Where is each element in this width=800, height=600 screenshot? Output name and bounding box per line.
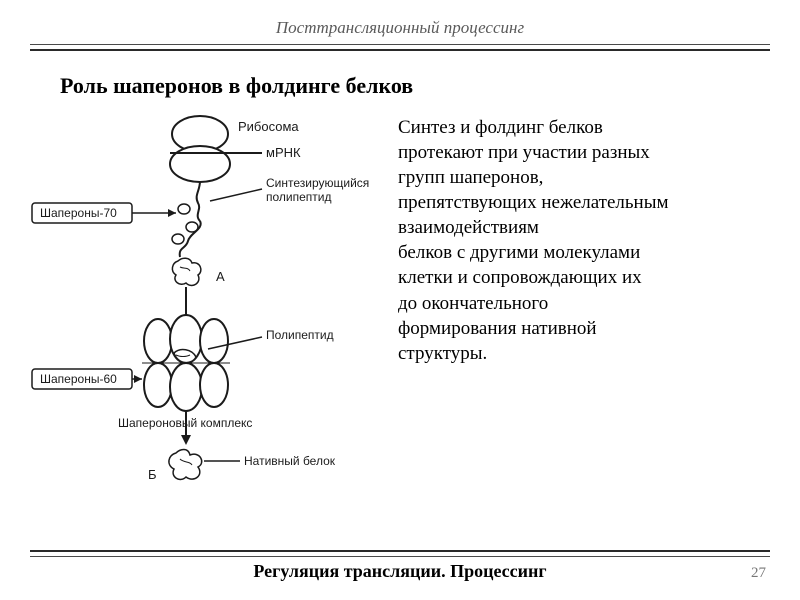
label-native: Нативный белок — [244, 454, 336, 468]
header-rule-thick — [30, 49, 770, 51]
footer-rule-thick — [30, 550, 770, 552]
chaperonin-barrel — [142, 315, 230, 411]
label-syn1: Синтезирующийся — [266, 176, 369, 190]
footer-text: Регуляция трансляции. Процессинг — [30, 561, 770, 582]
body-line: Синтез и фолдинг белков — [398, 115, 770, 140]
page-number: 27 — [751, 565, 766, 582]
header-title: Посттрансляционный процессинг — [30, 18, 770, 44]
label-chap60: Шапероны-60 — [40, 372, 117, 386]
label-mrna: мРНК — [266, 145, 301, 160]
content-row: Рибосома мРНК А Ш — [30, 109, 770, 489]
label-stage-a: А — [216, 269, 225, 284]
body-paragraph: Синтез и фолдинг белков протекают при уч… — [398, 109, 770, 366]
body-line: протекают при участии разных — [398, 140, 770, 165]
body-line: до окончательного — [398, 291, 770, 316]
body-line: клетки и сопровождающих их — [398, 265, 770, 290]
label-syn2: полипептид — [266, 190, 331, 204]
footer: Регуляция трансляции. Процессинг 27 — [30, 550, 770, 582]
body-line: групп шаперонов, — [398, 165, 770, 190]
body-line: белков с другими молекулами — [398, 240, 770, 265]
body-line: формирования нативной — [398, 316, 770, 341]
diagram: Рибосома мРНК А Ш — [30, 109, 390, 489]
body-line: структуры. — [398, 341, 770, 366]
label-chap70: Шапероны-70 — [40, 206, 117, 220]
label-ribosome: Рибосома — [238, 119, 299, 134]
slide-page: Посттрансляционный процессинг Роль шапер… — [0, 0, 800, 600]
label-stage-b: Б — [148, 467, 157, 482]
label-polypep: Полипептид — [266, 328, 334, 342]
body-line: препятствующих нежелательным — [398, 190, 770, 215]
header-rule-thin — [30, 44, 770, 45]
body-line: взаимодействиям — [398, 215, 770, 240]
page-title: Роль шаперонов в фолдинге белков — [60, 73, 770, 99]
footer-rule-thin — [30, 556, 770, 557]
